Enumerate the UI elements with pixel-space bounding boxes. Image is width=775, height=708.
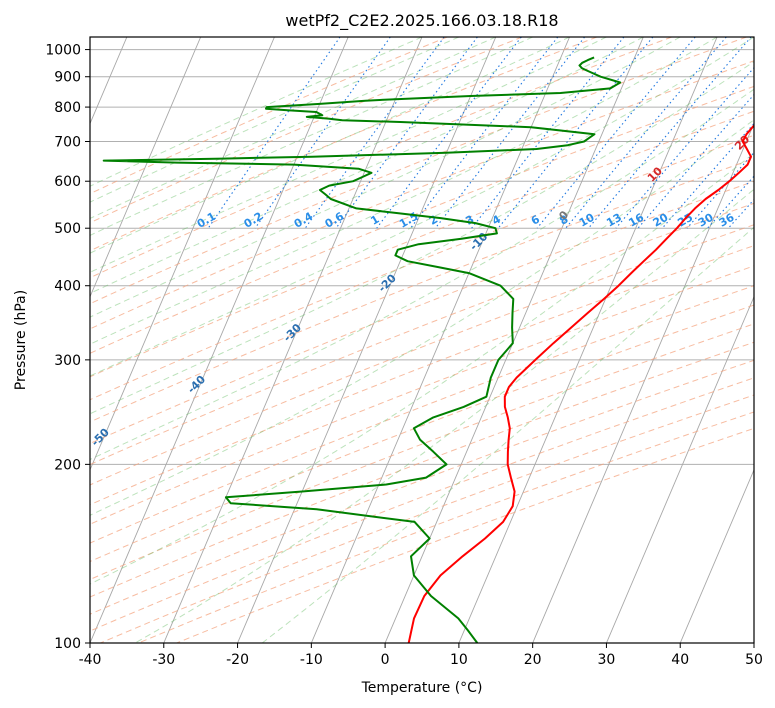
moist-adiabat <box>90 37 754 377</box>
dry-adiabat <box>90 37 747 305</box>
chart-title: wetPf2_C2E2.2025.166.03.18.R18 <box>285 11 558 31</box>
x-tick-label: -30 <box>152 652 175 668</box>
isotherm-line <box>606 295 754 643</box>
isotherm-line <box>90 37 202 298</box>
plot-frame <box>89 36 755 644</box>
y-tick-label: 1000 <box>45 43 81 59</box>
mixing-ratio-line <box>254 37 391 229</box>
y-tick-label: 800 <box>54 100 81 116</box>
y-tick-label: 500 <box>54 221 81 237</box>
x-tick-label: 10 <box>450 652 468 668</box>
moist-adiabat <box>90 37 460 203</box>
dry-adiabat <box>90 60 754 330</box>
isotherm-line <box>532 122 754 643</box>
mixing-ratio-line <box>434 37 586 229</box>
mixing-ratio-line <box>471 37 625 229</box>
mixing-ratio-line <box>615 66 754 229</box>
dry-adiabat <box>90 285 754 544</box>
x-axis-label: Temperature (°C) <box>361 680 483 696</box>
moist-adiabat <box>134 188 754 643</box>
dry-adiabat <box>90 341 754 598</box>
dry-adiabat <box>90 37 523 224</box>
moist-adiabat <box>90 37 681 318</box>
mixing-ratio-line <box>410 37 559 229</box>
moist-adiabat <box>90 37 570 254</box>
moist-adiabat <box>261 226 754 643</box>
x-tick-label: 50 <box>745 652 763 668</box>
moist-adiabat <box>90 37 423 187</box>
mixing-ratio-line <box>376 37 522 229</box>
mixing-ratio-line <box>588 37 752 229</box>
x-tick-label: 30 <box>598 652 616 668</box>
dry-adiabat <box>90 158 754 423</box>
moist-adiabat <box>90 37 496 220</box>
x-tick-label: 40 <box>671 652 689 668</box>
x-tick-label: -10 <box>300 652 323 668</box>
moist-adiabat <box>90 152 754 585</box>
y-tick-label: 900 <box>54 70 81 86</box>
isotherm-line <box>90 37 275 472</box>
mixing-ratio-line <box>207 37 341 229</box>
moist-adiabat <box>90 61 754 415</box>
y-tick-label: 700 <box>54 134 81 150</box>
dry-adiabat <box>90 245 754 506</box>
isotherm-line <box>90 37 349 643</box>
dry-adiabat <box>90 323 754 581</box>
moist-adiabat <box>90 88 754 461</box>
y-axis-label: Pressure (hPa) <box>13 290 29 390</box>
x-tick-label: -40 <box>79 652 102 668</box>
dry-adiabat <box>90 377 754 632</box>
dry-adiabat <box>90 37 597 252</box>
y-tick-label: 300 <box>54 353 81 369</box>
dry-adiabat <box>90 110 754 378</box>
y-tick-label: 100 <box>54 636 81 652</box>
x-tick-label: 20 <box>524 652 542 668</box>
moist-adiabat <box>90 37 718 345</box>
dry-adiabat <box>90 134 754 401</box>
dry-adiabat <box>90 85 754 354</box>
isotherm-line <box>163 37 423 643</box>
y-tick-label: 400 <box>54 279 81 295</box>
dry-adiabat <box>90 224 754 486</box>
mixing-ratio-line <box>661 122 754 229</box>
x-tick-label: 0 <box>381 652 390 668</box>
isotherm-line <box>679 468 754 643</box>
y-tick-label: 600 <box>54 174 81 190</box>
dewpoint-profile-line <box>102 56 622 643</box>
x-tick-label: -20 <box>226 652 249 668</box>
mixing-ratio-line <box>637 93 754 229</box>
y-tick-label: 200 <box>54 457 81 473</box>
moist-adiabat <box>90 37 533 236</box>
isotherm-line <box>237 37 497 643</box>
moist-adiabat <box>90 37 644 294</box>
isotherm-line <box>384 37 644 643</box>
temperature-profile-line <box>407 124 754 643</box>
axis-ticks: -40 -30 -20 -10 0 10 20 30 40 50 100 200 300 400 500 60… <box>45 43 763 668</box>
isotherm-line <box>458 37 718 643</box>
moist-adiabat <box>90 37 607 273</box>
dry-adiabat <box>100 394 754 643</box>
moist-adiabat <box>90 119 754 516</box>
